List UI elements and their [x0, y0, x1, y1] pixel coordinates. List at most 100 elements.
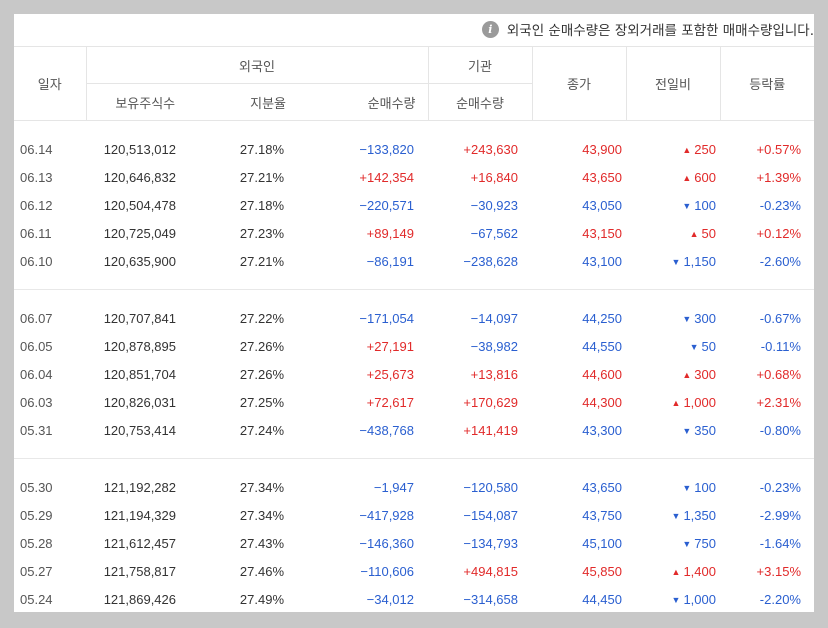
cell-inst-net: +170,629 [463, 394, 518, 410]
cell-close: 44,450 [582, 591, 622, 607]
cell-foreign-net: +27,191 [366, 338, 414, 354]
triangle-down-icon: ▼ [671, 594, 681, 605]
table-row: 06.10 120,635,900 27.21% −86,191 −238,628 43,… [14, 247, 814, 275]
cell-close: 43,300 [582, 422, 622, 438]
trading-panel: i 외국인 순매수량은 장외거래를 포함한 매매수량입니다. 일자 외국인 기관… [14, 14, 814, 612]
cell-holdings: 120,707,841 [103, 310, 176, 326]
header-institution: 기관 [427, 46, 532, 84]
triangle-up-icon: ▲ [682, 172, 692, 183]
triangle-down-icon: ▼ [682, 482, 692, 493]
cell-inst-net: −154,087 [463, 507, 518, 523]
header-foreign-net: 순매수량 [312, 83, 428, 121]
cell-inst-net: −314,658 [463, 591, 518, 607]
cell-rate: +2.31% [756, 394, 801, 410]
cell-change: ▲ 300 [626, 360, 720, 388]
cell-ratio: 27.26% [239, 338, 284, 354]
cell-change-value: 250 [694, 141, 716, 157]
cell-close: 43,650 [582, 479, 622, 495]
info-icon: i [481, 20, 499, 38]
cell-inst-net: +141,419 [463, 422, 518, 438]
cell-close: 45,100 [582, 535, 622, 551]
cell-close: 44,600 [582, 366, 622, 382]
cell-change-value: 600 [694, 169, 716, 185]
cell-foreign-net: −171,054 [359, 310, 414, 326]
cell-change: ▲ 250 [626, 135, 720, 163]
cell-close: 44,250 [582, 310, 622, 326]
cell-ratio: 27.26% [239, 366, 284, 382]
cell-date: 06.07 [20, 310, 53, 326]
table-row: 05.29 121,194,329 27.34% −417,928 −154,087 43… [14, 501, 814, 529]
table-row: 06.03 120,826,031 27.25% +72,617 +170,629 44,… [14, 388, 814, 416]
cell-change: ▲ 600 [626, 163, 720, 191]
cell-foreign-net: −133,820 [359, 141, 414, 157]
cell-inst-net: −120,580 [463, 479, 518, 495]
cell-change: ▼ 300 [626, 304, 720, 332]
triangle-down-icon: ▼ [682, 538, 692, 549]
cell-change: ▼ 350 [626, 416, 720, 444]
cell-holdings: 120,504,478 [103, 197, 176, 213]
cell-change: ▼ 1,350 [626, 501, 720, 529]
cell-ratio: 27.46% [239, 563, 284, 579]
cell-holdings: 121,869,426 [103, 591, 176, 607]
cell-foreign-net: −34,012 [366, 591, 414, 607]
triangle-up-icon: ▲ [671, 397, 681, 408]
triangle-down-icon: ▼ [682, 313, 692, 324]
cell-close: 43,750 [582, 507, 622, 523]
cell-foreign-net: +25,673 [366, 366, 414, 382]
cell-ratio: 27.18% [239, 141, 284, 157]
cell-foreign-net: −220,571 [359, 197, 414, 213]
cell-rate: -1.64% [759, 535, 801, 551]
cell-change-value: 1,000 [683, 591, 716, 607]
cell-holdings: 120,826,031 [103, 394, 176, 410]
header-ratio: 지분율 [204, 83, 312, 121]
table-row: 06.13 120,646,832 27.21% +142,354 +16,840 43,… [14, 163, 814, 191]
cell-inst-net: −134,793 [463, 535, 518, 551]
table-row: 05.27 121,758,817 27.46% −110,606 +494,815 45… [14, 557, 814, 585]
cell-rate: -2.60% [759, 253, 801, 269]
cell-ratio: 27.25% [239, 394, 284, 410]
cell-close: 43,650 [582, 169, 622, 185]
cell-ratio: 27.24% [239, 422, 284, 438]
cell-holdings: 121,758,817 [103, 563, 176, 579]
cell-ratio: 27.49% [239, 591, 284, 607]
cell-change-value: 1,400 [683, 563, 716, 579]
header-inst-net: 순매수량 [427, 83, 532, 121]
cell-ratio: 27.43% [239, 535, 284, 551]
cell-change-value: 300 [694, 310, 716, 326]
cell-date: 06.05 [20, 338, 53, 354]
cell-ratio: 27.22% [239, 310, 284, 326]
cell-ratio: 27.21% [239, 169, 284, 185]
header-foreign: 외국인 [85, 46, 428, 84]
table-row: 06.04 120,851,704 27.26% +25,673 +13,816 44,6… [14, 360, 814, 388]
cell-holdings: 120,513,012 [103, 141, 176, 157]
cell-ratio: 27.34% [239, 479, 284, 495]
cell-foreign-net: +142,354 [359, 169, 414, 185]
cell-change: ▼ 750 [626, 529, 720, 557]
cell-change-value: 1,150 [683, 253, 716, 269]
cell-date: 05.30 [20, 479, 53, 495]
cell-date: 05.31 [20, 422, 53, 438]
cell-close: 43,150 [582, 225, 622, 241]
cell-foreign-net: −146,360 [359, 535, 414, 551]
cell-inst-net: −30,923 [470, 197, 518, 213]
cell-ratio: 27.23% [239, 225, 284, 241]
cell-change: ▼ 1,150 [626, 247, 720, 275]
notice-text: 외국인 순매수량은 장외거래를 포함한 매매수량입니다. [506, 23, 814, 39]
cell-date: 05.27 [20, 563, 53, 579]
cell-close: 43,900 [582, 141, 622, 157]
cell-holdings: 120,851,704 [103, 366, 176, 382]
cell-inst-net: −38,982 [470, 338, 518, 354]
cell-change: ▼ 50 [626, 332, 720, 360]
cell-change: ▲ 1,000 [626, 388, 720, 416]
cell-holdings: 121,612,457 [103, 535, 176, 551]
cell-change-value: 50 [701, 225, 716, 241]
cell-change: ▲ 50 [626, 219, 720, 247]
cell-change-value: 50 [701, 338, 716, 354]
cell-change-value: 750 [694, 535, 716, 551]
cell-inst-net: +16,840 [470, 169, 518, 185]
trading-table: 일자 외국인 기관 종가 전일비 등락률 보유주식수 지분율 순매수량 순매수량… [14, 46, 814, 612]
cell-change-value: 100 [694, 197, 716, 213]
triangle-down-icon: ▼ [682, 425, 692, 436]
cell-ratio: 27.18% [239, 197, 284, 213]
cell-holdings: 121,194,329 [103, 507, 176, 523]
